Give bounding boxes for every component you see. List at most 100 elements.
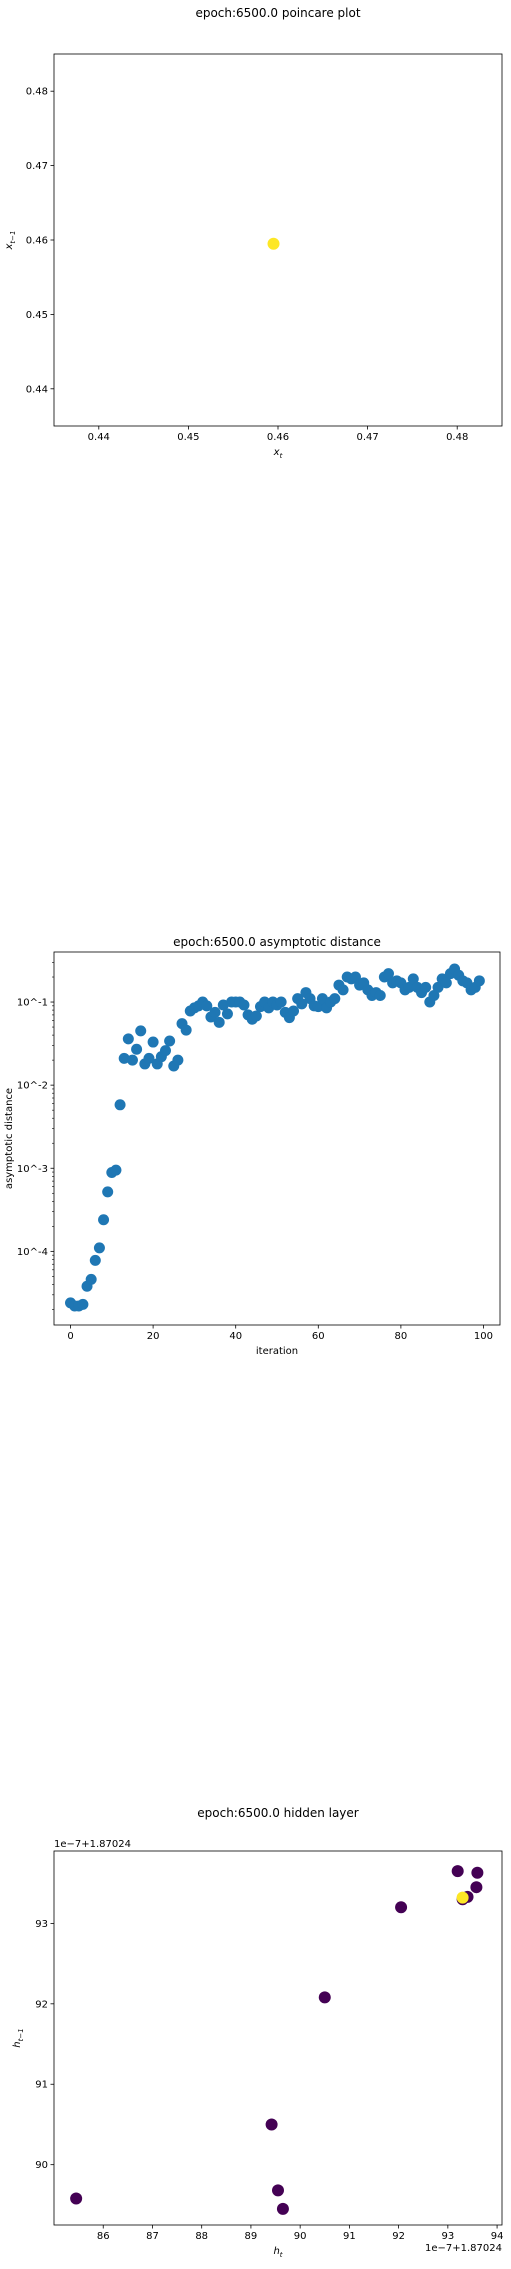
data-point bbox=[395, 1901, 408, 1914]
x-tick-label: 0.46 bbox=[267, 432, 289, 443]
x-tick-label: 87 bbox=[146, 2231, 159, 2242]
data-point bbox=[420, 981, 432, 993]
data-point bbox=[276, 2202, 289, 2215]
x-tick-label: 89 bbox=[245, 2231, 258, 2242]
y-tick-label: 93 bbox=[35, 1919, 48, 1930]
y-tick-label: 10^-4 bbox=[17, 1247, 48, 1258]
data-point bbox=[318, 1991, 331, 2004]
y-tick-label: 92 bbox=[35, 1999, 48, 2010]
data-point bbox=[440, 977, 452, 989]
data-point bbox=[217, 999, 229, 1011]
data-point bbox=[147, 1036, 159, 1048]
y-tick-label: 0.44 bbox=[26, 384, 48, 395]
chart-title: epoch:6500.0 asymptotic distance bbox=[173, 935, 381, 949]
x-tick-label: 100 bbox=[474, 1331, 493, 1342]
data-point bbox=[296, 998, 308, 1010]
data-point bbox=[471, 1866, 484, 1879]
x-axis-label: ht bbox=[273, 2246, 282, 2259]
data-point bbox=[316, 993, 328, 1005]
data-point bbox=[77, 1298, 89, 1310]
x-tick-label: 94 bbox=[491, 2231, 504, 2242]
y-axis-label: ht−1 bbox=[12, 2028, 25, 2047]
x-tick-label: 0 bbox=[67, 1331, 73, 1342]
data-point bbox=[432, 981, 444, 993]
x-tick-label: 60 bbox=[312, 1331, 325, 1342]
data-point bbox=[180, 1024, 192, 1036]
data-point bbox=[407, 973, 419, 985]
data-point bbox=[93, 1242, 105, 1254]
data-point bbox=[275, 996, 287, 1008]
data-point bbox=[473, 975, 485, 987]
x-tick-label: 91 bbox=[343, 2231, 356, 2242]
data-point bbox=[85, 1273, 97, 1285]
data-point bbox=[70, 2192, 83, 2205]
data-point bbox=[201, 1000, 213, 1012]
x-tick-label: 80 bbox=[395, 1331, 408, 1342]
y-tick-label: 10^-2 bbox=[17, 1081, 48, 1092]
data-point bbox=[89, 1254, 101, 1266]
data-point bbox=[456, 1891, 469, 1904]
data-point bbox=[114, 1099, 126, 1111]
data-point bbox=[337, 984, 349, 996]
chart-title: epoch:6500.0 hidden layer bbox=[197, 1806, 359, 1820]
plot-frame bbox=[53, 1850, 503, 2226]
data-point bbox=[164, 1035, 176, 1047]
data-point bbox=[329, 993, 341, 1005]
y-tick-label: 91 bbox=[35, 2080, 48, 2091]
y-tick-label: 90 bbox=[35, 2160, 48, 2171]
x-axis-label: xt bbox=[273, 447, 283, 460]
data-point bbox=[213, 1016, 225, 1028]
data-point bbox=[403, 981, 415, 993]
data-point bbox=[451, 1865, 464, 1878]
y-tick-label: 0.46 bbox=[26, 236, 48, 247]
data-point bbox=[209, 1006, 221, 1018]
y-tick-label: 0.45 bbox=[26, 310, 48, 321]
data-point bbox=[383, 968, 394, 980]
data-point bbox=[160, 1045, 171, 1057]
x-tick-label: 88 bbox=[195, 2231, 208, 2242]
data-point bbox=[135, 1025, 147, 1037]
y-tick-label: 0.47 bbox=[26, 161, 48, 172]
y-offset-label: 1e−7+1.87024 bbox=[54, 1839, 131, 1850]
data-point bbox=[122, 1033, 134, 1045]
x-tick-label: 92 bbox=[392, 2231, 405, 2242]
asymptotic-distance-chart: epoch:6500.0 asymptotic distance 0 20 40 60 8… bbox=[4, 935, 501, 1357]
x-tick-label: 0.47 bbox=[356, 432, 378, 443]
y-axis-label: xt−1 bbox=[4, 231, 17, 251]
x-tick-label: 0.45 bbox=[177, 432, 199, 443]
x-tick-label: 20 bbox=[147, 1331, 160, 1342]
y-tick-label: 0.48 bbox=[26, 87, 48, 98]
data-point bbox=[272, 2184, 284, 2197]
x-tick-label: 0.48 bbox=[446, 432, 468, 443]
data-point bbox=[250, 1010, 262, 1022]
x-offset-label: 1e−7+1.87024 bbox=[425, 2243, 502, 2254]
plot-frame bbox=[53, 951, 501, 1326]
data-point bbox=[265, 2118, 278, 2131]
x-axis-label: iteration bbox=[256, 1346, 298, 1357]
data-point bbox=[102, 1186, 114, 1198]
data-point bbox=[131, 1043, 143, 1055]
data-point bbox=[470, 1881, 483, 1894]
hidden-layer-chart: epoch:6500.0 hidden layer 1e−7+1.87024 86 8… bbox=[12, 1806, 503, 2259]
data-point bbox=[126, 1054, 138, 1066]
x-tick-label: 86 bbox=[97, 2231, 110, 2242]
y-tick-label: 10^-1 bbox=[17, 998, 48, 1009]
x-tick-label: 90 bbox=[294, 2231, 307, 2242]
x-tick-label: 40 bbox=[229, 1331, 242, 1342]
x-tick-label: 93 bbox=[441, 2231, 454, 2242]
data-point bbox=[374, 989, 386, 1001]
data-point bbox=[267, 237, 280, 250]
data-point bbox=[288, 1005, 300, 1017]
data-point bbox=[238, 999, 250, 1011]
data-point bbox=[98, 1214, 110, 1226]
poincare-chart: epoch:6500.0 poincare plot 0.44 0.45 0.46 0.… bbox=[4, 6, 503, 460]
data-point bbox=[118, 1052, 130, 1064]
data-point bbox=[110, 1164, 122, 1176]
chart-title: epoch:6500.0 poincare plot bbox=[195, 6, 360, 20]
data-point bbox=[172, 1054, 184, 1066]
y-tick-label: 10^-3 bbox=[17, 1164, 48, 1175]
data-point bbox=[221, 1008, 233, 1020]
data-point bbox=[143, 1052, 155, 1064]
x-tick-label: 0.44 bbox=[88, 432, 110, 443]
